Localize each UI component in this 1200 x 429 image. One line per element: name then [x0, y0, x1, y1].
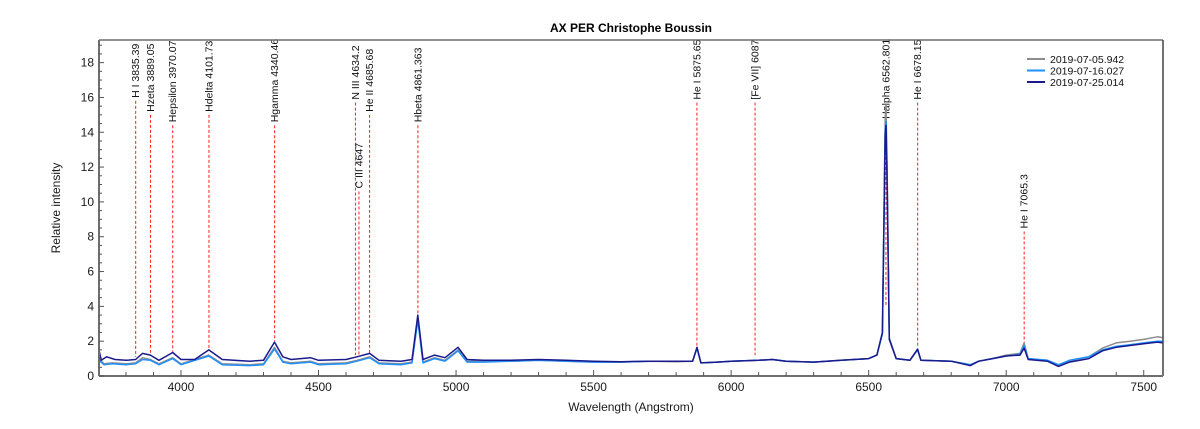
y-tick-label: 0: [87, 369, 94, 383]
spectral-line-label: Hzeta 3889.05: [145, 43, 157, 111]
spectral-line-label: Hepsilon 3970.07: [167, 40, 179, 122]
series-line: [98, 124, 1164, 368]
spectral-line-label: Halpha 6562.801: [880, 39, 892, 119]
y-tick-label: 18: [81, 56, 95, 70]
spectral-line-label: Hdelta 4101.73: [203, 40, 215, 111]
spectral-line-label: He I 5875.65: [691, 39, 703, 99]
spectral-line-marker: [Fe VII] 6087: [750, 39, 762, 356]
spectral-line-marker: Hzeta 3889.05: [145, 43, 157, 354]
spectral-line-label: He II 4685.68: [364, 49, 376, 112]
spectral-line-marker: C III 4647: [353, 143, 365, 356]
y-tick-label: 2: [87, 334, 94, 348]
legend-label: 2019-07-05.942: [1050, 54, 1124, 66]
x-axis-ticks: 4000 4500 5000 5500 6000 6500 7000 7500: [125, 370, 1157, 394]
spectral-line-label: [Fe VII] 6087: [750, 39, 762, 99]
x-tick-label: 7500: [1130, 380, 1157, 394]
spectral-line-marker: Hepsilon 3970.07: [167, 40, 179, 352]
x-tick-label: 6500: [855, 380, 882, 394]
spectral-line-marker: Hbeta 4861.363: [412, 47, 424, 314]
legend-item: 2019-07-16.027: [1027, 66, 1124, 78]
legend-item: 2019-07-05.942: [1027, 54, 1124, 66]
spectral-line-label: He I 7065.3: [1019, 174, 1031, 228]
legend-label: 2019-07-16.027: [1050, 66, 1124, 78]
y-tick-label: 6: [87, 265, 94, 279]
legend: 2019-07-05.9422019-07-16.0272019-07-25.0…: [1027, 54, 1124, 89]
x-axis-label: Wavelength (Angstrom): [568, 400, 694, 414]
y-tick-label: 8: [87, 230, 94, 244]
spectral-line-label: C III 4647: [353, 143, 365, 189]
legend-label: 2019-07-25.014: [1050, 77, 1124, 89]
y-tick-label: 4: [87, 299, 94, 313]
spectral-line-marker: He II 4685.68: [364, 49, 376, 354]
spectral-line-label: He I 6678.15: [912, 39, 924, 99]
line-annotations: H I 3835.39 Hzeta 3889.05 Hepsilon 3970.07…: [130, 39, 1031, 357]
y-axis-label: Relative intensity: [49, 163, 63, 254]
x-tick-label: 7000: [993, 380, 1020, 394]
spectral-line-label: Hgamma 4340.46: [269, 39, 281, 123]
spectral-line-label: H I 3835.39: [130, 43, 142, 97]
x-tick-label: 5500: [580, 380, 607, 394]
spectral-line-marker: He I 5875.65: [691, 39, 703, 347]
y-tick-label: 12: [81, 160, 95, 174]
spectral-line-label: Hbeta 4861.363: [412, 47, 424, 122]
x-tick-label: 6000: [718, 380, 745, 394]
x-tick-label: 5000: [443, 380, 470, 394]
spectral-line-marker: Hgamma 4340.46: [269, 39, 281, 342]
chart-title: AX PER Christophe Boussin: [550, 21, 712, 35]
plot-area: H I 3835.39 Hzeta 3889.05 Hepsilon 3970.07…: [98, 39, 1164, 377]
spectral-line-marker: He I 7065.3: [1019, 174, 1031, 343]
spectral-line-marker: N III 4634.2: [350, 45, 362, 356]
x-tick-label: 4000: [168, 380, 195, 394]
y-tick-label: 16: [81, 90, 95, 104]
spectral-line-label: N III 4634.2: [350, 45, 362, 99]
spectral-line-marker: Hdelta 4101.73: [203, 40, 215, 349]
data-series: [98, 103, 1164, 368]
y-tick-label: 10: [81, 195, 95, 209]
legend-item: 2019-07-25.014: [1027, 77, 1124, 89]
y-tick-label: 14: [81, 125, 95, 139]
spectral-line-marker: H I 3835.39: [130, 43, 142, 357]
y-axis-ticks: 0 2 4 6 8 10 12 14 16 18: [81, 44, 104, 383]
spectral-line-marker: He I 6678.15: [912, 39, 924, 347]
x-tick-label: 4500: [305, 380, 332, 394]
